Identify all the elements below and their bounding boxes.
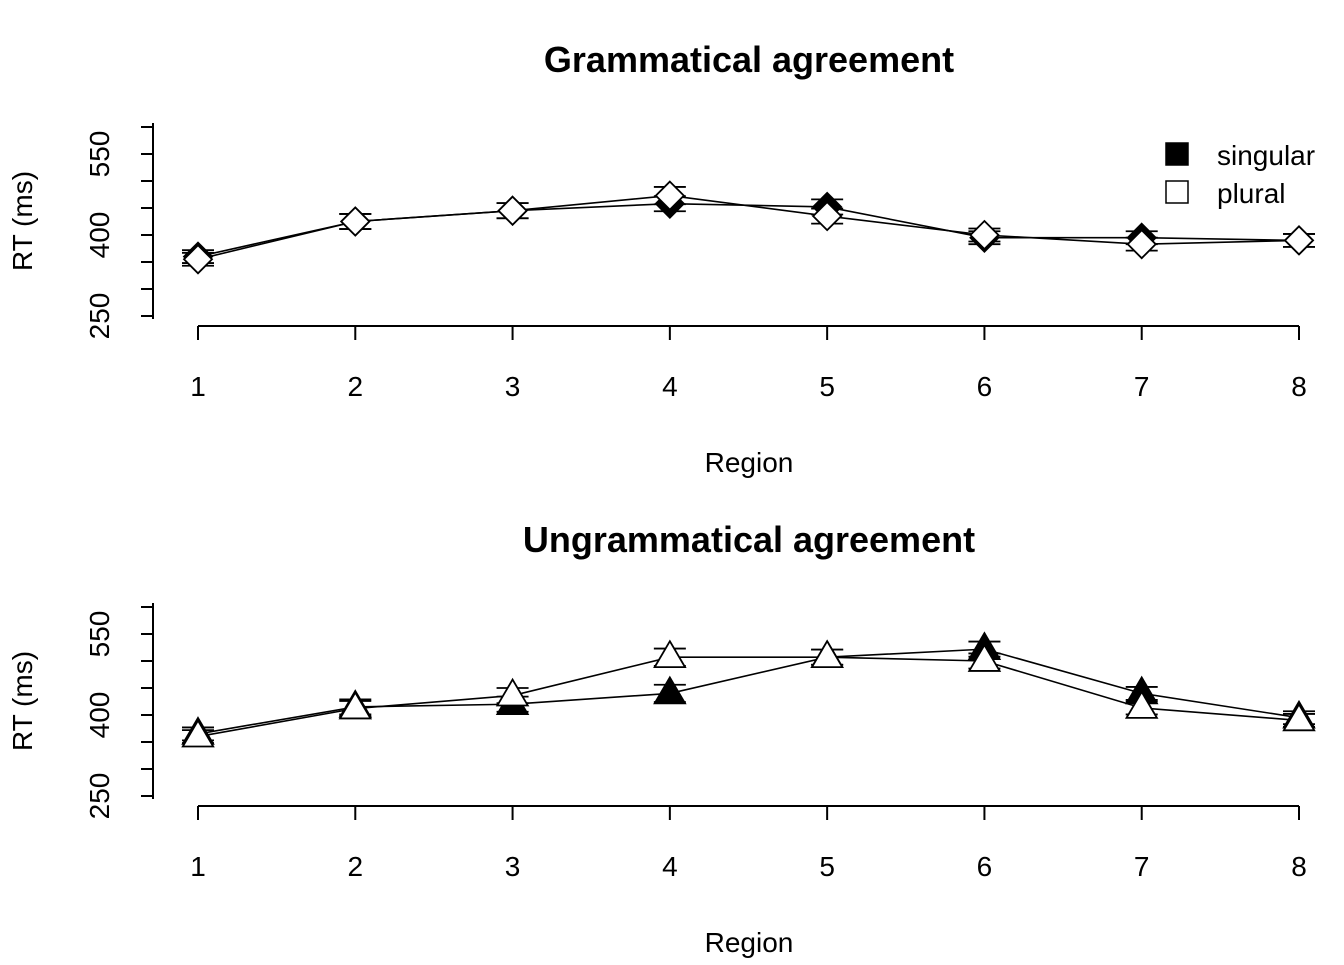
y-axis-label: RT (ms) [7, 651, 38, 751]
x-tick-label: 5 [819, 371, 835, 402]
x-tick-label: 2 [347, 371, 363, 402]
data-point-singular [653, 675, 687, 705]
data-point-plural [338, 690, 373, 720]
x-tick-label: 8 [1291, 851, 1307, 882]
data-point-plural [340, 206, 371, 237]
x-tick-label: 1 [190, 851, 206, 882]
data-point-plural [497, 195, 528, 226]
markers-plural [182, 180, 1315, 275]
legend-swatch-plural [1165, 180, 1189, 204]
panel-grammatical: Grammatical agreement Region RT (ms) sin… [7, 39, 1315, 478]
x-tick-label: 4 [662, 851, 678, 882]
x-tick-label: 6 [977, 851, 993, 882]
data-point-plural [653, 639, 687, 669]
data-point-plural [811, 200, 843, 232]
data-point-plural [181, 718, 215, 748]
data-point-plural [1282, 702, 1316, 732]
data-point-plural [967, 643, 1002, 672]
legend-swatch-singular [1165, 142, 1189, 166]
markers-plural [181, 639, 1316, 748]
y-tick-label: 400 [84, 212, 115, 259]
x-tick-label: 3 [505, 851, 521, 882]
x-axis-label: Region [705, 447, 794, 478]
data-point-plural [495, 677, 530, 707]
y-tick-label: 400 [84, 692, 115, 739]
legend-label-singular: singular [1217, 140, 1315, 171]
y-tick-label: 550 [84, 611, 115, 658]
x-axis: 1 2 3 4 5 6 7 8 [190, 805, 1307, 882]
y-tick-label: 250 [84, 293, 115, 340]
legend-label-plural: plural [1217, 178, 1285, 209]
data-point-plural [1124, 690, 1159, 719]
x-tick-label: 3 [505, 371, 521, 402]
x-tick-label: 6 [977, 371, 993, 402]
data-point-plural [969, 219, 1000, 251]
x-tick-label: 8 [1291, 371, 1307, 402]
data-point-plural [1126, 228, 1157, 260]
data-point-plural [810, 639, 844, 669]
data-point-plural [654, 180, 686, 211]
x-axis-label: Region [705, 927, 794, 958]
x-tick-label: 5 [819, 851, 835, 882]
y-axis: 250 400 550 [84, 603, 154, 820]
y-tick-label: 550 [84, 131, 115, 178]
x-tick-label: 7 [1134, 371, 1150, 402]
x-tick-label: 4 [662, 371, 678, 402]
x-tick-label: 2 [347, 851, 363, 882]
chart-title: Ungrammatical agreement [523, 519, 975, 560]
y-axis: 250 400 550 [84, 123, 154, 340]
legend: singular plural [1165, 140, 1315, 209]
y-tick-label: 250 [84, 773, 115, 820]
x-axis: 1 2 3 4 5 6 7 8 [190, 325, 1307, 402]
panel-ungrammatical: Ungrammatical agreement Region RT (ms) 2… [7, 519, 1316, 958]
x-tick-label: 7 [1134, 851, 1150, 882]
series-line-plural [197, 656, 1300, 738]
series-line-plural [197, 194, 1300, 261]
data-point-plural [182, 244, 214, 275]
x-tick-label: 1 [190, 371, 206, 402]
y-axis-label: RT (ms) [7, 171, 38, 271]
data-point-plural [1283, 225, 1315, 256]
markers-singular [181, 631, 1316, 745]
chart-title: Grammatical agreement [544, 39, 954, 80]
